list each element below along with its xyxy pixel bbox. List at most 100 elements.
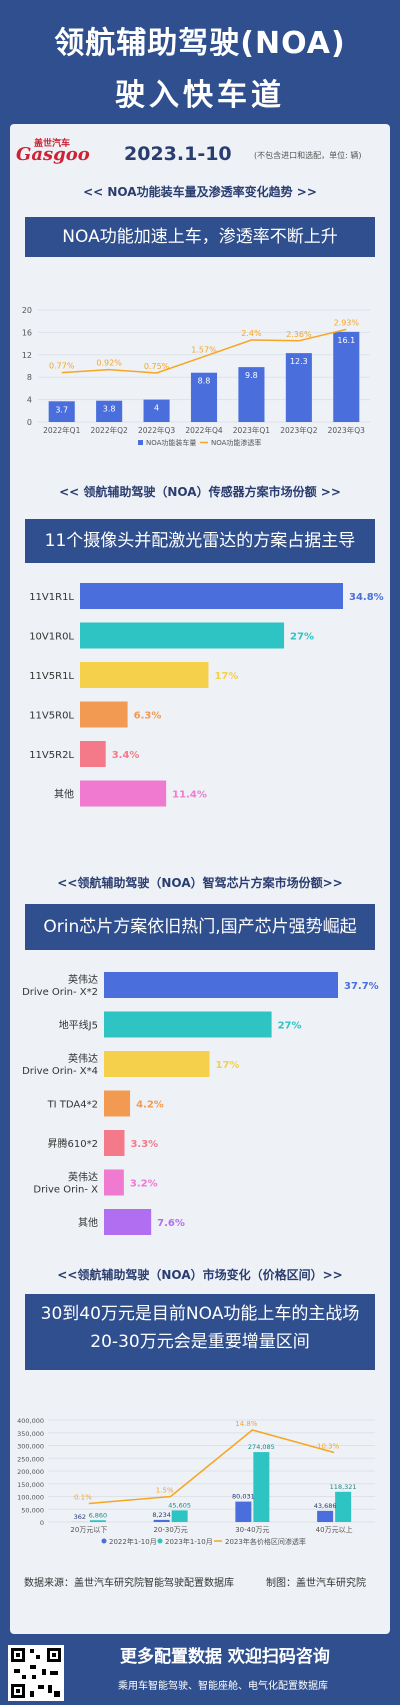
line-value-label: 0.1% xyxy=(74,1494,92,1502)
bar-value-label: 3.4% xyxy=(112,750,140,761)
bar-value-label: 7.6% xyxy=(157,1218,185,1229)
line-value-label: 0.75% xyxy=(144,362,170,371)
y-tick-label: 16 xyxy=(22,328,32,337)
bar-2023 xyxy=(172,1510,188,1522)
chart-4: 050,000100,000150,000200,000250,000300,0… xyxy=(0,1410,400,1560)
logo-en: Gasgoo xyxy=(16,144,90,165)
line-value-label: 0.77% xyxy=(49,362,75,371)
bar-2023 xyxy=(335,1492,351,1522)
bar-value-label: 9.8 xyxy=(245,371,258,380)
y-tick-label: 8 xyxy=(27,373,32,382)
section-1-banner: NOA功能加速上车，渗透率不断上升 xyxy=(25,217,375,257)
y-tick-label: 12 xyxy=(22,351,32,360)
legend-label: NOA功能渗透率 xyxy=(211,438,261,447)
legend-swatch-2022 xyxy=(102,1539,107,1544)
x-tick-label: 2022年Q2 xyxy=(91,425,128,435)
date-range: 2023.1-10 xyxy=(124,143,232,165)
legend-label: NOA功能装车量 xyxy=(146,438,196,447)
category-label: 11V5R0L xyxy=(29,711,74,722)
category-label: 10V1R0L xyxy=(29,632,74,643)
line-value-label: 2.93% xyxy=(334,318,360,327)
y-tick-label: 200,000 xyxy=(17,1468,44,1476)
bar-value-label: 3.2% xyxy=(130,1179,158,1190)
line-value-label: 1.5% xyxy=(156,1487,174,1495)
bar-value-label: 12.3 xyxy=(290,357,308,366)
section-4-title: <<领航辅助驾驶（NOA）市场变化（价格区间）>> xyxy=(0,1266,400,1283)
qr-code-icon xyxy=(8,1645,64,1701)
category-label: Drive Orin- X*2 xyxy=(22,987,98,998)
legend-label: 2023年各价格区间渗透率 xyxy=(225,1537,306,1546)
y-tick-label: 0 xyxy=(40,1519,44,1527)
bar-value-label: 11.4% xyxy=(172,790,207,801)
qr-code[interactable] xyxy=(8,1645,64,1701)
bar-value-label: 3.3% xyxy=(130,1139,158,1150)
y-tick-label: 100,000 xyxy=(17,1494,44,1502)
category-label: Drive Orin- X*4 xyxy=(22,1066,98,1077)
bar-value-label: 17% xyxy=(216,1060,240,1071)
bar-value-label: 8.8 xyxy=(198,377,211,386)
section-4-banner-line2: 20-30万元会是重要增量区间 xyxy=(25,1328,375,1356)
category-label: 英伟达 xyxy=(68,973,98,986)
section-4-banner: 30到40万元是目前NOA功能上车的主战场 20-30万元会是重要增量区间 xyxy=(25,1294,375,1370)
bar xyxy=(80,781,166,807)
bar-value-label: 4.2% xyxy=(136,1100,164,1111)
bar-value-label: 6,860 xyxy=(89,1511,108,1519)
x-tick-label: 2022年Q1 xyxy=(43,425,80,435)
data-source: 数据来源：盖世汽车研究院智能驾驶配置数据库 xyxy=(24,1574,234,1589)
bar-value-label: 3.7 xyxy=(55,405,68,414)
legend-label: 2023年1-10月 xyxy=(165,1537,213,1546)
category-label: TI TDA4*2 xyxy=(47,1100,98,1111)
category-label: 地平线J5 xyxy=(59,1019,98,1032)
category-label: 昇腾610*2 xyxy=(48,1137,98,1150)
category-label: 英伟达 xyxy=(68,1052,98,1065)
x-tick-label: 40万元以上 xyxy=(316,1525,353,1534)
bar-value-label: 45,605 xyxy=(168,1501,191,1509)
bar xyxy=(104,1170,124,1196)
category-label: 11V5R1L xyxy=(29,671,74,682)
chart-1: 0481216203.72022年Q13.82022年Q242022年Q38.8… xyxy=(0,300,400,460)
line-value-label: 0.92% xyxy=(96,359,122,368)
legend-swatch-bars xyxy=(138,440,143,445)
cta-text: 更多配置数据 欢迎扫码咨询 xyxy=(120,1642,330,1667)
bar-value-label: 17% xyxy=(214,671,238,682)
bar-value-label: 8,234 xyxy=(152,1511,171,1519)
y-tick-label: 250,000 xyxy=(17,1455,44,1463)
bar-2022 xyxy=(235,1502,251,1522)
bar-value-label: 16.1 xyxy=(337,336,355,345)
bar-value-label: 362 xyxy=(74,1513,86,1521)
bar-value-label: 80,031 xyxy=(232,1493,255,1501)
section-3-title: <<领航辅助驾驶（NOA）智驾芯片方案市场份额>> xyxy=(0,874,400,891)
title-line-1: 领航辅助驾驶(NOA) xyxy=(0,18,400,62)
section-3-banner: Orin芯片方案依旧热门,国产芯片强势崛起 xyxy=(25,904,375,950)
y-tick-label: 350,000 xyxy=(17,1430,44,1438)
title-line-2: 驶入快车道 xyxy=(0,70,400,114)
x-tick-label: 2022年Q3 xyxy=(138,425,175,435)
bar-2023 xyxy=(90,1520,106,1522)
y-tick-label: 50,000 xyxy=(21,1506,44,1514)
y-tick-label: 20 xyxy=(22,306,32,315)
section-2-title: << 领航辅助驾驶（NOA）传感器方案市场份额 >> xyxy=(0,483,400,500)
bar xyxy=(104,1051,210,1077)
bar-value-label: 4 xyxy=(154,404,159,413)
bar xyxy=(104,972,338,998)
category-label: 11V5R2L xyxy=(29,750,74,761)
category-label: 英伟达 xyxy=(68,1171,98,1184)
bar-value-label: 27% xyxy=(278,1021,302,1032)
line-value-label: 14.8% xyxy=(235,1420,258,1428)
line-value-label: 2.36% xyxy=(286,330,312,339)
bar-value-label: 34.8% xyxy=(349,592,384,603)
y-tick-label: 400,000 xyxy=(17,1417,44,1425)
line-value-label: 1.57% xyxy=(191,346,217,355)
section-2-banner: 11个摄像头并配激光雷达的方案占据主导 xyxy=(25,519,375,563)
bar-value-label: 37.7% xyxy=(344,981,379,992)
category-label: 11V1R1L xyxy=(29,592,74,603)
bar xyxy=(104,1209,151,1235)
bar-value-label: 3.8 xyxy=(103,405,116,414)
bar xyxy=(104,1130,124,1156)
x-tick-label: 20万元以下 xyxy=(70,1526,107,1534)
x-tick-label: 2023年Q1 xyxy=(233,425,270,435)
chart-maker: 制图：盖世汽车研究院 xyxy=(266,1574,366,1589)
bar-value-label: 274,085 xyxy=(248,1443,275,1451)
x-tick-label: 2023年Q2 xyxy=(280,425,317,435)
